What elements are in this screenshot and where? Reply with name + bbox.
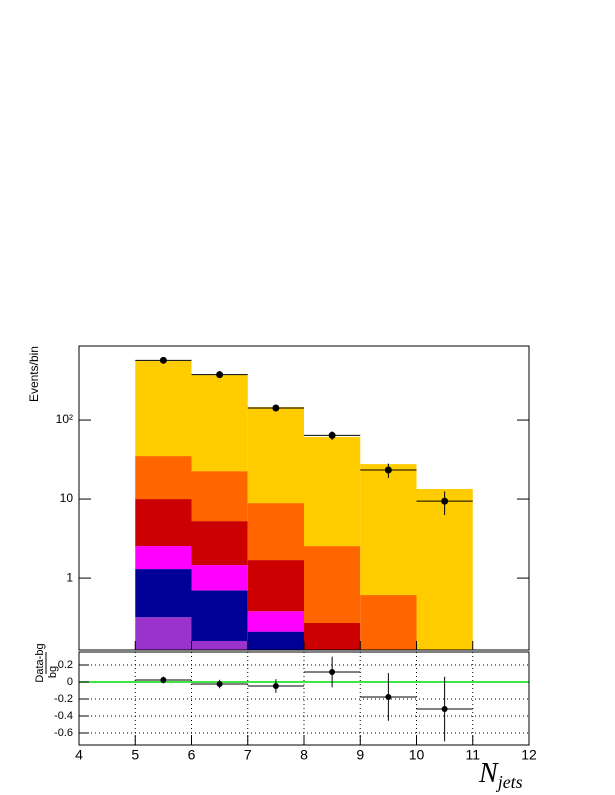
x-axis-label: Njets [478,758,523,792]
data-point [441,706,448,713]
stack-segment [304,623,361,650]
ratio-label-num: Data-bg [34,643,46,682]
stack-segment [416,489,473,650]
stack-segment [135,456,192,500]
y-tick-label: 0 [67,676,73,688]
stack-segment [191,521,248,566]
data-point [216,681,223,688]
stack-segment [135,499,192,547]
data-point [329,668,336,675]
stack-segment [191,565,248,591]
y-tick-label: -0.2 [54,693,73,705]
stack-segment [135,569,192,618]
x-tick-label: 4 [75,747,83,763]
stack-segment [191,471,248,522]
stack-segment [360,464,417,596]
stack-segment [247,503,304,561]
x-tick-label: 8 [300,747,308,763]
data-point [160,676,167,683]
stack-segment [135,617,192,650]
data-point [272,404,280,412]
y-tick-label: -0.6 [54,727,73,739]
data-point [385,693,392,700]
x-tick-label: 10 [409,747,425,763]
stack-segment [247,407,304,504]
x-tick-label: 11 [465,747,480,763]
x-tick-label: 6 [188,747,196,763]
x-axis-label-sub: jets [496,772,523,792]
x-tick-label: 7 [244,747,252,763]
data-point [159,356,167,364]
stack-segment [135,361,192,457]
stack-segment [247,560,304,612]
y-axis-label: Events/bin [27,346,41,402]
x-tick-label: 12 [521,747,537,763]
stack-segment [135,546,192,570]
data-point [441,497,449,505]
y-tick-label: 10² [56,412,73,426]
x-tick-label: 9 [356,747,364,763]
y-tick-label: 1 [66,570,73,584]
data-point [328,431,336,439]
x-tick-label: 5 [131,747,139,763]
stack-segment [191,640,248,650]
data-point [384,466,392,474]
stack-segment [304,546,361,624]
data-point [272,683,279,690]
y-tick-label: 0.2 [58,659,73,671]
ratio-label-den: bg [47,666,59,678]
y-tick-label: 10 [60,491,74,505]
plot-frame [78,651,530,746]
stack-segment [360,595,417,650]
stack-segment [304,436,361,547]
stack-segment [247,631,304,650]
y-tick-label: -0.4 [54,710,73,722]
stack-segment [191,375,248,472]
data-point [216,371,224,379]
stack-segment [191,590,248,641]
stack-segment [247,611,304,632]
x-axis-label-main: N [478,758,499,789]
